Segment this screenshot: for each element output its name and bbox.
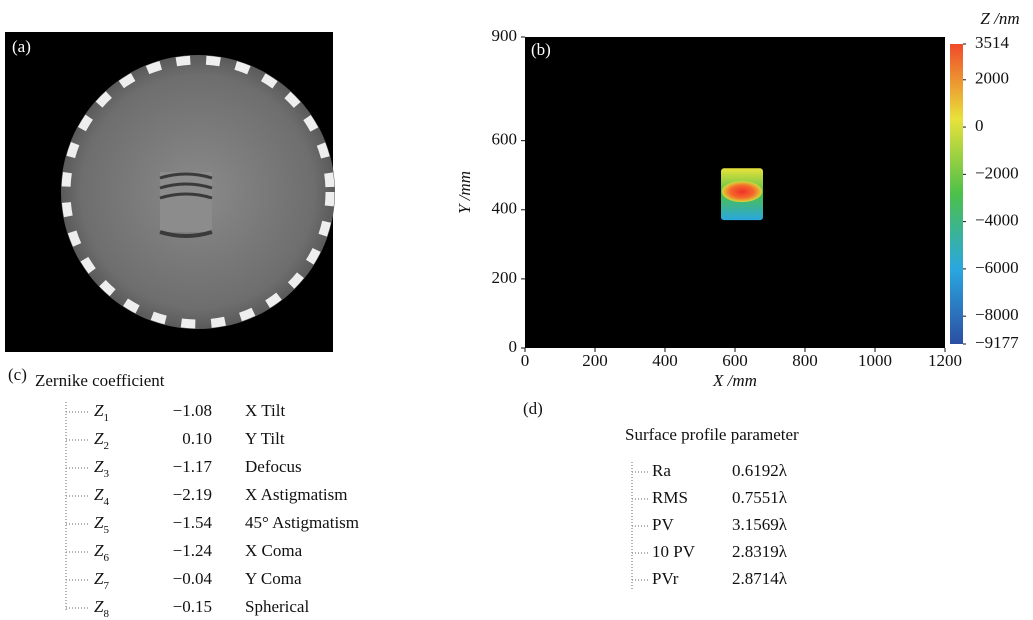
x-tick-label: 200 (582, 351, 608, 370)
colorbar-label: Z /nm (980, 9, 1019, 28)
panel-label: (a) (12, 37, 31, 56)
parameter-name: Ra (652, 461, 671, 480)
colorbar (950, 44, 963, 344)
table-title: Surface profile parameter (625, 425, 799, 444)
zernike-term: Z2 (94, 429, 109, 452)
panel-label: (c) (8, 365, 27, 384)
colorbar-tick-label: −2000 (975, 163, 1019, 182)
colorbar-tick-label: −6000 (975, 258, 1019, 277)
parameter-name: 10 PV (652, 542, 696, 561)
aberration-name: Defocus (245, 457, 302, 476)
coefficient: 0.10 (182, 429, 212, 448)
aberration-name: Y Tilt (245, 429, 285, 448)
colorbar-tick-label: −9177 (975, 333, 1019, 352)
index: 4 (103, 496, 109, 508)
coefficient: −0.04 (173, 569, 213, 588)
figure: (a) (b)020040060080010001200020040060090… (0, 0, 1033, 620)
surface-peak (722, 181, 762, 202)
index: 7 (103, 580, 109, 592)
zernike-term: Z4 (94, 485, 109, 508)
coefficient: −1.08 (173, 401, 212, 420)
colorbar-tick-label: −4000 (975, 211, 1019, 230)
x-tick-label: 400 (652, 351, 678, 370)
index: 6 (103, 552, 109, 564)
parameter-value: 0.7551λ (732, 488, 788, 507)
parameter-value: 2.8714λ (732, 569, 788, 588)
aberration-name: 45° Astigmatism (245, 513, 359, 532)
parameter-name: PVr (652, 569, 679, 588)
parameter-value: 2.8319λ (732, 542, 788, 561)
x-tick-label: 0 (521, 351, 530, 370)
zernike-term: Z6 (94, 541, 109, 564)
coefficient: −2.19 (173, 485, 212, 504)
x-axis-label: X /mm (712, 371, 757, 390)
zernike-term: Z3 (94, 457, 109, 480)
panel-label: (d) (523, 399, 543, 418)
colorbar-tick-label: 3514 (975, 33, 1010, 52)
index: 8 (103, 608, 109, 620)
coefficient: −1.24 (173, 541, 213, 560)
y-tick-label: 600 (492, 130, 518, 149)
colorbar-tick-label: 2000 (975, 69, 1009, 88)
y-tick-label: 900 (492, 26, 518, 45)
aberration-name: X Coma (245, 541, 303, 560)
y-tick-label: 0 (509, 337, 518, 356)
index: 3 (103, 468, 109, 480)
x-tick-label: 800 (792, 351, 818, 370)
y-tick-label: 400 (492, 199, 518, 218)
colorbar-tick-label: 0 (975, 116, 984, 135)
index: 1 (103, 412, 109, 424)
y-tick-label: 200 (492, 268, 518, 287)
table-title: Zernike coefficient (35, 371, 165, 390)
aberration-name: Y Coma (245, 569, 302, 588)
parameter-name: RMS (652, 488, 688, 507)
parameter-value: 0.6192λ (732, 461, 788, 480)
coefficient: −0.15 (173, 597, 212, 616)
aberration-name: X Astigmatism (245, 485, 347, 504)
x-tick-label: 1200 (928, 351, 962, 370)
colorbar-tick-label: −8000 (975, 305, 1019, 324)
zernike-term: Z1 (94, 401, 109, 424)
aberration-name: X Tilt (245, 401, 285, 420)
zernike-term: Z7 (94, 569, 109, 592)
coefficient: −1.54 (173, 513, 213, 532)
index: 2 (103, 440, 109, 452)
zernike-term: Z5 (94, 513, 109, 536)
index: 5 (103, 524, 109, 536)
aberration-name: Spherical (245, 597, 309, 616)
photo (5, 32, 335, 352)
x-tick-label: 600 (722, 351, 748, 370)
coefficient: −1.17 (173, 457, 213, 476)
zernike-term: Z8 (94, 597, 109, 620)
parameter-value: 3.1569λ (732, 515, 788, 534)
x-tick-label: 1000 (858, 351, 892, 370)
parameter-name: PV (652, 515, 674, 534)
y-axis-label: Y /mm (455, 171, 474, 214)
panel-label: (b) (531, 40, 551, 59)
